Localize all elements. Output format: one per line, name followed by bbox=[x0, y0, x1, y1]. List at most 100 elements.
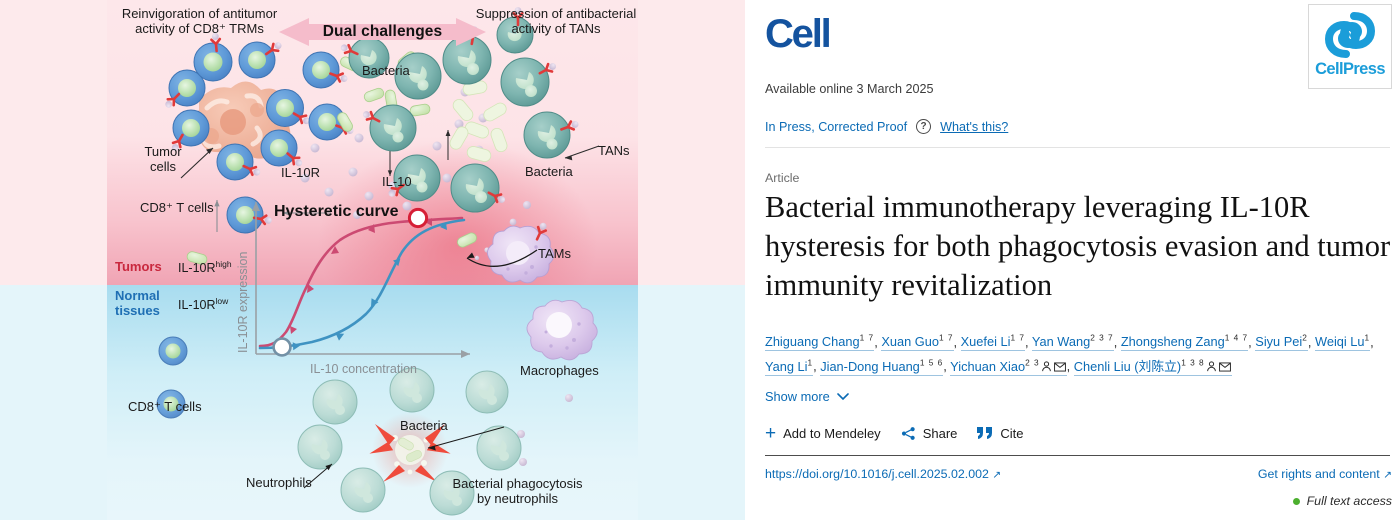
il10r-text-2: IL-10R bbox=[178, 298, 216, 313]
curve-descending-arrowheads bbox=[290, 218, 432, 334]
status-label[interactable]: In Press, Corrected Proof bbox=[765, 119, 908, 134]
publication-status-row: In Press, Corrected Proof ? What's this? bbox=[765, 119, 1008, 134]
author-link[interactable]: Yang Li1 bbox=[765, 357, 814, 376]
label-bacteria-center: Bacteria bbox=[362, 63, 410, 78]
label-il10: IL-10 bbox=[382, 174, 412, 189]
author-separator: , bbox=[1066, 358, 1074, 374]
cite-label: Cite bbox=[1000, 426, 1024, 441]
author-separator: , bbox=[1370, 334, 1374, 350]
external-link-icon-2: ↗ bbox=[1383, 469, 1392, 481]
show-more-label: Show more bbox=[765, 389, 830, 404]
get-rights-and-content-link[interactable]: Get rights and content ↗ bbox=[1258, 467, 1392, 481]
author-separator: , bbox=[943, 358, 951, 374]
article-type-label: Article bbox=[765, 171, 800, 185]
author-link[interactable]: Chenli Liu (刘陈立)1 3 8 bbox=[1073, 357, 1232, 376]
chart-title: Hysteretic curve bbox=[274, 203, 399, 220]
high-state-marker bbox=[407, 207, 429, 229]
article-panel: Cell CellPress Available online 3 March … bbox=[745, 0, 1400, 520]
author-separator: , bbox=[953, 334, 961, 350]
share-label: Share bbox=[922, 426, 958, 441]
author-affiliation: 1 bbox=[807, 357, 814, 368]
figure-heading-left: Reinvigoration of antitumor activity of … bbox=[121, 6, 278, 36]
dual-challenges-banner: Dual challenges bbox=[275, 10, 490, 54]
divider-top bbox=[765, 147, 1390, 148]
show-more-toggle[interactable]: Show more bbox=[765, 389, 849, 404]
label-bacterial-phagocytosis: Bacterial phagocytosis by neutrophils bbox=[452, 476, 583, 506]
graphical-abstract[interactable]: Dual challenges Reinvigoration of antitu… bbox=[0, 0, 745, 520]
author-affiliation: 1 3 8 bbox=[1181, 357, 1205, 368]
curve-descending bbox=[258, 216, 464, 348]
whats-this-link[interactable]: What's this? bbox=[940, 119, 1009, 134]
plus-icon: + bbox=[765, 423, 777, 444]
label-macrophages: Macrophages bbox=[520, 363, 599, 378]
dual-challenges-label: Dual challenges bbox=[322, 23, 443, 40]
external-link-icon: ↗ bbox=[992, 469, 1002, 481]
envelope-icon[interactable] bbox=[1053, 361, 1066, 372]
label-cd8-t-cells: CD8⁺ T cells bbox=[140, 200, 214, 215]
curve-ascending-arrowheads bbox=[292, 222, 447, 351]
article-actions: + Add to Mendeley Share Cite bbox=[765, 423, 1024, 444]
label-il10r: IL-10R bbox=[281, 165, 321, 180]
quote-icon bbox=[977, 427, 993, 439]
person-icon[interactable] bbox=[1041, 360, 1052, 372]
add-to-mendeley-button[interactable]: + Add to Mendeley bbox=[765, 423, 881, 444]
access-status-dot bbox=[1292, 497, 1300, 505]
rights-text: Get rights and content bbox=[1257, 467, 1380, 481]
author-affiliation: 2 bbox=[1302, 333, 1308, 343]
cellpress-wordmark: CellPress bbox=[1315, 60, 1385, 78]
author-link[interactable]: Siyu Pei2 bbox=[1255, 333, 1308, 352]
doi-link[interactable]: https://doi.org/10.1016/j.cell.2025.02.0… bbox=[765, 467, 1001, 481]
author-link[interactable]: Yan Wang2 3 7 bbox=[1031, 333, 1114, 352]
author-link[interactable]: Xuan Guo1 7 bbox=[881, 333, 954, 352]
author-affiliation: 1 7 bbox=[1010, 333, 1025, 343]
figure-heading-right: Suppression of antibacterial activity of… bbox=[475, 6, 637, 36]
help-question-icon[interactable]: ? bbox=[916, 119, 932, 134]
cellpress-badge[interactable]: CellPress bbox=[1308, 4, 1392, 89]
person-icon[interactable] bbox=[1206, 360, 1217, 372]
label-tams: TAMs bbox=[538, 246, 571, 261]
access-status-label: Full text access bbox=[1306, 494, 1392, 508]
author-affiliation: 1 7 bbox=[859, 333, 875, 343]
label-neutrophils: Neutrophils bbox=[246, 475, 312, 490]
available-online-text: Available online 3 March 2025 bbox=[765, 82, 934, 96]
tissue-value-tumors: IL-10Rhigh bbox=[178, 259, 232, 275]
author-list: Zhiguang Chang1 7, Xuan Guo1 7, Xuefei L… bbox=[765, 328, 1397, 377]
x-axis-arrow bbox=[461, 350, 470, 358]
chart-x-axis-label: IL-10 concentration bbox=[310, 362, 418, 376]
chevron-down-icon bbox=[836, 392, 849, 400]
author-separator: , bbox=[874, 334, 882, 350]
label-bacteria-right: Bacteria bbox=[525, 164, 573, 179]
tissue-tag-normal-tissues: Normal tissues bbox=[115, 288, 160, 318]
tissue-tag-tumors: Tumors bbox=[115, 259, 162, 274]
author-affiliation: 1 5 6 bbox=[919, 357, 944, 368]
author-separator: , bbox=[1113, 334, 1121, 350]
author-link[interactable]: Xuefei Li1 7 bbox=[960, 333, 1025, 352]
author-link[interactable]: Zhiguang Chang1 7 bbox=[765, 333, 875, 352]
author-affiliation: 2 3 7 bbox=[1090, 333, 1114, 343]
cell-journal-logo[interactable]: Cell bbox=[765, 12, 832, 56]
author-affiliation: 2 3 bbox=[1025, 357, 1040, 368]
y-axis-arrow bbox=[252, 202, 260, 211]
hysteretic-curve-chart bbox=[252, 202, 470, 358]
label-tans: TANs bbox=[598, 143, 630, 158]
author-separator: , bbox=[1248, 334, 1256, 350]
label-cd8-t-cells-2: CD8⁺ T cells bbox=[128, 399, 202, 414]
author-separator: , bbox=[1307, 334, 1315, 350]
cite-button[interactable]: Cite bbox=[977, 426, 1024, 441]
access-status: Full text access bbox=[1292, 494, 1392, 508]
envelope-icon[interactable] bbox=[1218, 361, 1231, 372]
author-separator: , bbox=[813, 358, 821, 374]
share-button[interactable]: Share bbox=[901, 426, 958, 441]
il10r-sup-low: low bbox=[215, 296, 229, 306]
author-link[interactable]: Zhongsheng Zang1 4 7 bbox=[1120, 333, 1249, 352]
author-link[interactable]: Yichuan Xiao2 3 bbox=[950, 357, 1067, 376]
double-arrow-icon bbox=[279, 18, 486, 46]
divider-actions bbox=[765, 455, 1390, 456]
cellpress-loop-icon bbox=[1324, 12, 1376, 58]
author-link[interactable]: Jian-Dong Huang1 5 6 bbox=[820, 357, 944, 376]
doi-text: https://doi.org/10.1016/j.cell.2025.02.0… bbox=[765, 467, 989, 481]
tissue-value-normal: IL-10Rlow bbox=[178, 296, 228, 312]
author-affiliation: 1 bbox=[1364, 333, 1371, 343]
il10r-sup-high: high bbox=[215, 259, 232, 269]
author-link[interactable]: Weiqi Lu1 bbox=[1314, 333, 1371, 352]
